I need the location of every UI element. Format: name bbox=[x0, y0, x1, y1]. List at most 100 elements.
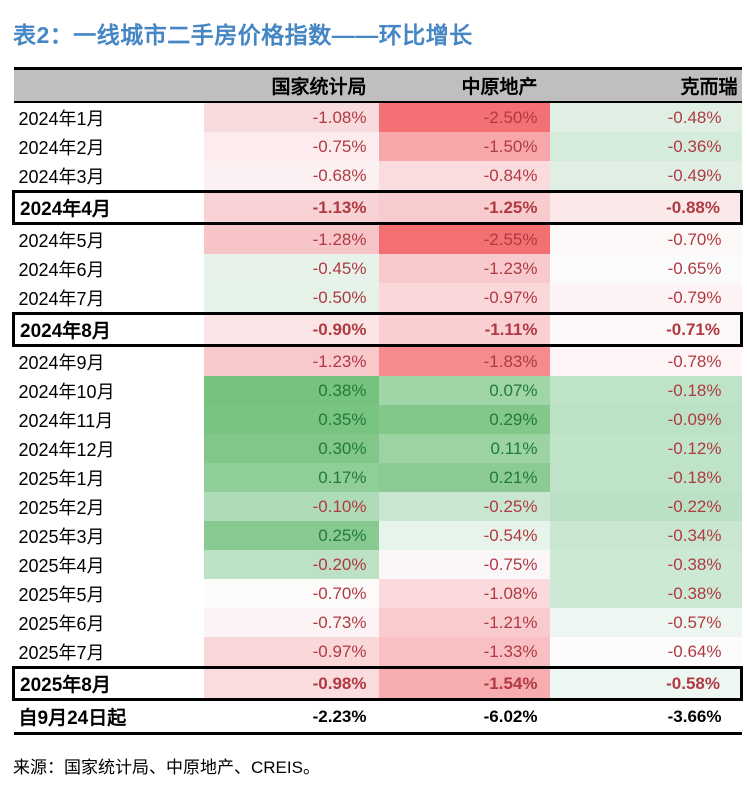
value-cell: -0.73% bbox=[203, 608, 379, 637]
table-row: 2024年11月 0.35% 0.29% -0.09% bbox=[13, 405, 742, 434]
header-row: 国家统计局 中原地产 克而瑞 bbox=[13, 67, 742, 103]
row-label: 2025年4月 bbox=[13, 550, 204, 579]
value-cell: -1.23% bbox=[203, 345, 379, 376]
footer-label: 自9月24日起 bbox=[13, 699, 204, 735]
source-note: 来源：国家统计局、中原地产、CREIS。 bbox=[13, 758, 320, 777]
table-header: 国家统计局 中原地产 克而瑞 bbox=[13, 67, 742, 103]
value-cell: -0.58% bbox=[549, 666, 743, 701]
value-cell: -0.18% bbox=[549, 376, 742, 405]
value-cell: -0.79% bbox=[549, 283, 742, 314]
row-label: 2024年6月 bbox=[13, 254, 204, 283]
table-row: 2025年6月 -0.73% -1.21% -0.57% bbox=[13, 608, 742, 637]
row-label: 2025年2月 bbox=[13, 492, 204, 521]
value-cell: -0.75% bbox=[378, 550, 550, 579]
table-row: 2024年2月 -0.75% -1.50% -0.36% bbox=[13, 132, 742, 161]
table-row: 2025年7月 -0.97% -1.33% -0.64% bbox=[13, 637, 742, 668]
price-index-table: 国家统计局 中原地产 克而瑞 2024年1月 -1.08% -2.50% -0.48%… bbox=[12, 67, 743, 735]
value-cell: -0.88% bbox=[549, 190, 743, 225]
row-label: 2024年1月 bbox=[13, 102, 204, 132]
row-label: 2024年10月 bbox=[13, 376, 204, 405]
value-cell: -0.65% bbox=[549, 254, 742, 283]
value-cell: -1.11% bbox=[378, 312, 550, 347]
value-cell: -1.08% bbox=[378, 579, 550, 608]
value-cell: -2.50% bbox=[378, 102, 550, 132]
value-cell: -2.55% bbox=[378, 223, 550, 254]
table-row: 2025年1月 0.17% 0.21% -0.18% bbox=[13, 463, 742, 492]
row-label: 2024年8月 bbox=[12, 312, 204, 347]
table-row: 2024年8月 -0.90% -1.11% -0.71% bbox=[12, 312, 743, 347]
table-row: 2025年3月 0.25% -0.54% -0.34% bbox=[13, 521, 742, 550]
value-cell: -0.45% bbox=[203, 254, 379, 283]
footer-value-cell: -3.66% bbox=[549, 699, 742, 735]
value-cell: -1.08% bbox=[203, 102, 379, 132]
row-label: 2024年12月 bbox=[13, 434, 204, 463]
table-row: 2025年8月 -0.98% -1.54% -0.58% bbox=[12, 666, 743, 701]
table-row: 2024年6月 -0.45% -1.23% -0.65% bbox=[13, 254, 742, 283]
value-cell: -0.18% bbox=[549, 463, 742, 492]
row-label: 2025年6月 bbox=[13, 608, 204, 637]
column-header-nbs: 国家统计局 bbox=[203, 67, 379, 103]
value-cell: 0.17% bbox=[203, 463, 379, 492]
value-cell: -0.57% bbox=[549, 608, 742, 637]
row-label: 2025年3月 bbox=[13, 521, 204, 550]
value-cell: -0.38% bbox=[549, 579, 742, 608]
value-cell: 0.21% bbox=[378, 463, 550, 492]
value-cell: -0.97% bbox=[203, 637, 379, 668]
value-cell: -0.54% bbox=[378, 521, 550, 550]
value-cell: -0.70% bbox=[549, 223, 742, 254]
table-row: 2025年5月 -0.70% -1.08% -0.38% bbox=[13, 579, 742, 608]
value-cell: -0.36% bbox=[549, 132, 742, 161]
table-body: 2024年1月 -1.08% -2.50% -0.48% 2024年2月 -0.75% -1… bbox=[12, 102, 743, 735]
value-cell: -0.78% bbox=[549, 345, 742, 376]
row-label: 2024年7月 bbox=[13, 283, 204, 314]
value-cell: -0.75% bbox=[203, 132, 379, 161]
table-title: 表2：一线城市二手房价格指数——环比增长 bbox=[13, 22, 473, 48]
value-cell: 0.07% bbox=[378, 376, 550, 405]
value-cell: 0.11% bbox=[378, 434, 550, 463]
row-label: 2024年2月 bbox=[13, 132, 204, 161]
table-row: 2024年3月 -0.68% -0.84% -0.49% bbox=[13, 161, 742, 192]
value-cell: -1.25% bbox=[378, 190, 550, 225]
value-cell: -0.38% bbox=[549, 550, 742, 579]
value-cell: 0.29% bbox=[378, 405, 550, 434]
value-cell: -0.64% bbox=[549, 637, 742, 668]
value-cell: -0.20% bbox=[203, 550, 379, 579]
value-cell: -0.25% bbox=[378, 492, 550, 521]
row-label: 2024年9月 bbox=[13, 345, 204, 376]
value-cell: 0.35% bbox=[203, 405, 379, 434]
table-row: 2024年9月 -1.23% -1.83% -0.78% bbox=[13, 345, 742, 376]
value-cell: -0.84% bbox=[378, 161, 550, 192]
value-cell: -0.70% bbox=[203, 579, 379, 608]
value-cell: -1.54% bbox=[378, 666, 550, 701]
row-label: 2024年11月 bbox=[13, 405, 204, 434]
value-cell: -0.68% bbox=[203, 161, 379, 192]
value-cell: -0.50% bbox=[203, 283, 379, 314]
value-cell: -0.49% bbox=[549, 161, 742, 192]
value-cell: 0.25% bbox=[203, 521, 379, 550]
value-cell: -0.10% bbox=[203, 492, 379, 521]
table-row: 2025年2月 -0.10% -0.25% -0.22% bbox=[13, 492, 742, 521]
table-row: 2024年4月 -1.13% -1.25% -0.88% bbox=[12, 190, 743, 225]
value-cell: -0.22% bbox=[549, 492, 742, 521]
table-row: 2024年12月 0.30% 0.11% -0.12% bbox=[13, 434, 742, 463]
table-row: 2024年10月 0.38% 0.07% -0.18% bbox=[13, 376, 742, 405]
value-cell: -1.23% bbox=[378, 254, 550, 283]
row-label: 2025年1月 bbox=[13, 463, 204, 492]
row-label: 2025年8月 bbox=[12, 666, 204, 701]
value-cell: -1.21% bbox=[378, 608, 550, 637]
row-label: 2024年3月 bbox=[13, 161, 204, 192]
value-cell: 0.30% bbox=[203, 434, 379, 463]
value-cell: -0.48% bbox=[549, 102, 742, 132]
table-row: 2025年4月 -0.20% -0.75% -0.38% bbox=[13, 550, 742, 579]
table-row: 2024年7月 -0.50% -0.97% -0.79% bbox=[13, 283, 742, 314]
footer-row: 自9月24日起 -2.23% -6.02% -3.66% bbox=[13, 699, 742, 735]
row-label: 2024年5月 bbox=[13, 223, 204, 254]
value-cell: -1.50% bbox=[378, 132, 550, 161]
column-header-month bbox=[13, 67, 204, 103]
value-cell: -0.71% bbox=[549, 312, 743, 347]
value-cell: -1.33% bbox=[378, 637, 550, 668]
footer-value-cell: -6.02% bbox=[378, 699, 550, 735]
row-label: 2025年5月 bbox=[13, 579, 204, 608]
value-cell: -0.97% bbox=[378, 283, 550, 314]
